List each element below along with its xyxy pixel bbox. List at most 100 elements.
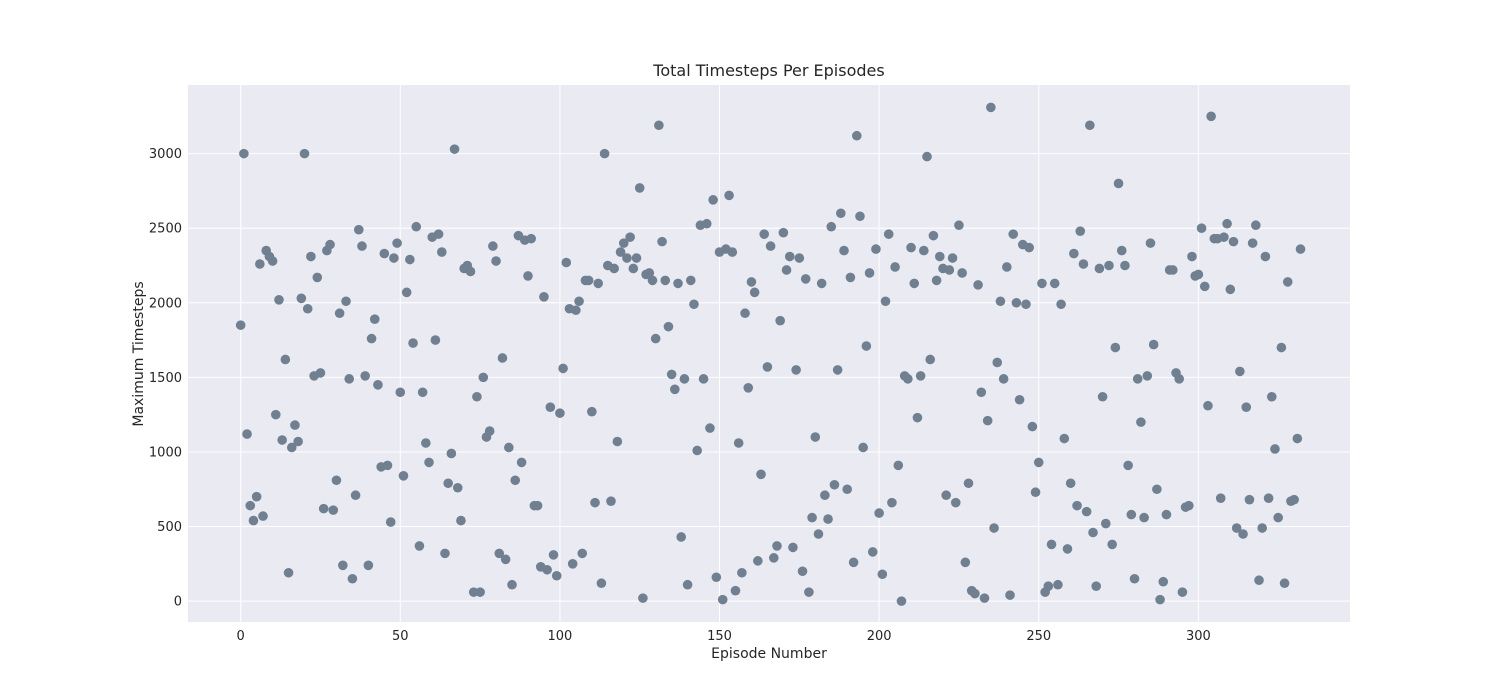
data-point — [494, 548, 505, 559]
data-point — [1049, 278, 1060, 289]
data-point — [1030, 487, 1041, 498]
data-point — [813, 529, 824, 539]
data-point — [1053, 579, 1063, 590]
data-point — [609, 263, 619, 274]
data-point — [986, 102, 996, 113]
data-point — [341, 296, 351, 307]
data-point — [628, 263, 639, 274]
data-point — [612, 436, 623, 447]
data-point — [516, 457, 527, 468]
data-point — [299, 148, 310, 159]
data-point — [883, 229, 894, 239]
data-point — [836, 208, 846, 219]
data-point — [267, 256, 278, 266]
data-point — [488, 241, 498, 251]
data-point — [328, 505, 339, 515]
data-point — [765, 241, 776, 251]
data-point — [1116, 245, 1127, 256]
data-point — [647, 275, 658, 286]
data-point — [1257, 523, 1268, 533]
data-point — [478, 372, 489, 383]
data-point — [283, 567, 294, 578]
data-point — [778, 227, 789, 238]
data-point — [523, 271, 533, 281]
data-point — [1097, 391, 1108, 402]
data-point — [781, 265, 792, 275]
data-point — [545, 402, 556, 413]
data-point — [1219, 232, 1229, 242]
data-point — [800, 274, 811, 284]
data-point — [1231, 523, 1242, 533]
data-point — [1046, 539, 1057, 550]
data-point — [274, 295, 284, 305]
data-point — [472, 391, 482, 402]
data-point — [312, 272, 323, 283]
data-point — [1043, 581, 1054, 591]
data-point — [650, 333, 661, 344]
data-point — [1139, 512, 1149, 523]
data-point — [548, 550, 559, 560]
data-point — [315, 368, 326, 378]
y-tick-label: 500 — [157, 520, 182, 535]
data-point — [296, 293, 307, 304]
x-tick-label: 100 — [547, 629, 572, 644]
data-point — [660, 275, 671, 286]
data-point — [1145, 238, 1156, 248]
data-point — [411, 221, 422, 232]
data-point — [950, 497, 961, 508]
data-point — [251, 491, 262, 502]
data-point — [302, 303, 313, 314]
data-point — [1078, 259, 1089, 269]
data-point — [784, 251, 795, 262]
data-point — [724, 190, 734, 201]
data-point — [507, 579, 517, 590]
data-point — [762, 362, 773, 372]
data-point — [593, 278, 604, 289]
data-point — [1241, 402, 1252, 413]
data-point — [338, 560, 348, 571]
data-point — [353, 224, 364, 235]
data-point — [1161, 509, 1172, 520]
data-point — [398, 471, 409, 481]
data-point — [1132, 374, 1143, 384]
x-axis-ticks: 0 50 100 150 200 250 300 — [237, 629, 1211, 644]
data-point — [290, 420, 300, 430]
data-point — [670, 384, 680, 395]
data-point — [1225, 284, 1236, 295]
data-point — [768, 553, 779, 563]
data-point — [1196, 223, 1207, 233]
y-axis-ticks: 0 500 1000 1500 2000 2500 3000 — [149, 147, 182, 609]
data-point — [912, 412, 923, 423]
data-point — [532, 500, 543, 511]
data-point — [318, 503, 329, 514]
data-point — [443, 478, 453, 489]
data-point — [1282, 277, 1293, 287]
data-point — [1056, 299, 1066, 310]
data-point — [1091, 581, 1102, 591]
data-point — [449, 144, 460, 154]
data-point — [1199, 281, 1210, 292]
data-point — [1155, 594, 1165, 605]
data-point — [634, 183, 645, 193]
data-point — [717, 594, 728, 605]
data-point — [561, 257, 572, 268]
data-point — [1158, 576, 1169, 587]
data-point — [235, 320, 246, 330]
data-point — [925, 354, 936, 365]
data-point — [919, 245, 929, 256]
data-point — [788, 542, 798, 553]
data-point — [893, 460, 904, 471]
data-point — [756, 469, 766, 480]
data-point — [1295, 244, 1306, 254]
data-point — [998, 374, 1009, 384]
y-tick-label: 2000 — [149, 296, 182, 311]
data-point — [746, 277, 757, 287]
data-point — [1062, 544, 1073, 554]
data-point — [807, 512, 817, 523]
data-point — [1008, 229, 1019, 239]
data-point — [1177, 587, 1188, 597]
data-point — [373, 380, 383, 390]
data-point — [366, 333, 377, 344]
data-point — [350, 490, 361, 501]
data-point — [947, 253, 958, 263]
